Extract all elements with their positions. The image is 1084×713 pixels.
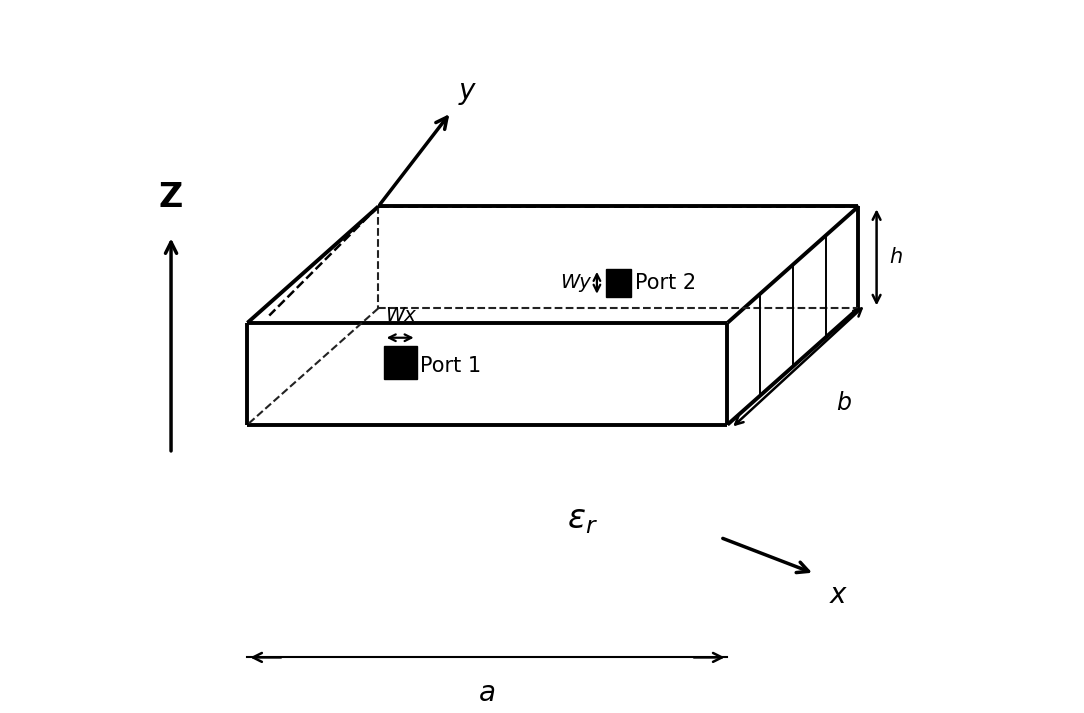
Text: Wx: Wx <box>385 306 415 324</box>
Text: a: a <box>479 679 496 707</box>
Text: $\varepsilon_r$: $\varepsilon_r$ <box>567 503 597 535</box>
Text: y: y <box>459 76 475 105</box>
Bar <box>606 269 631 297</box>
Text: Z: Z <box>159 180 183 214</box>
Text: b: b <box>837 391 852 415</box>
Text: Port 1: Port 1 <box>421 356 481 376</box>
Bar <box>384 347 416 379</box>
Text: Wy: Wy <box>560 273 591 292</box>
Text: h: h <box>890 247 903 267</box>
Text: x: x <box>829 581 846 609</box>
Text: Port 2: Port 2 <box>635 273 696 293</box>
